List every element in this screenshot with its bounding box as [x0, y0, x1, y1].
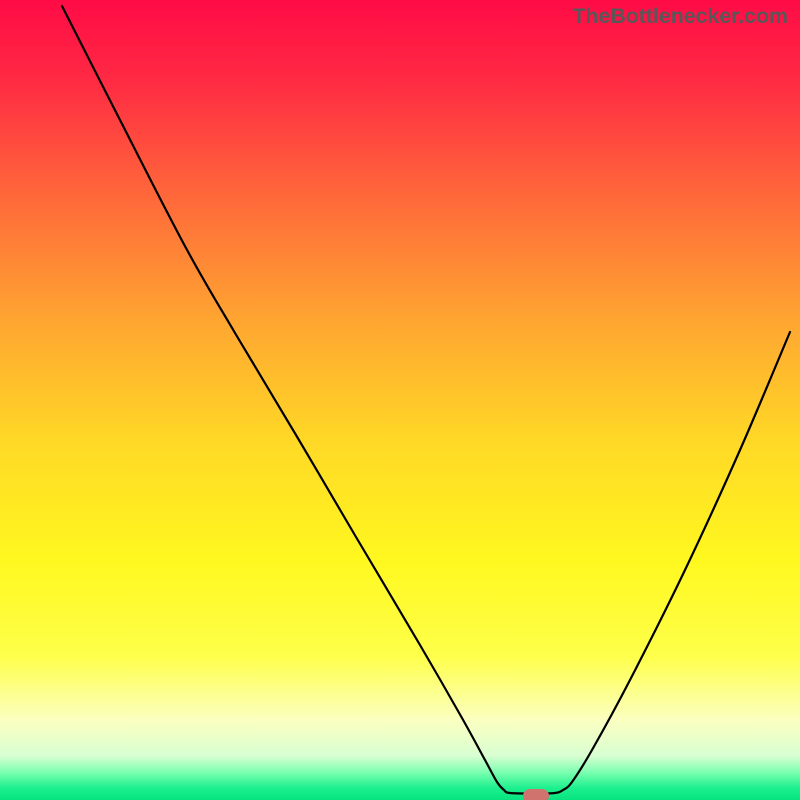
bottleneck-chart: TheBottlenecker.com — [0, 0, 800, 800]
watermark-text: TheBottlenecker.com — [572, 4, 788, 29]
optimal-point-marker — [523, 789, 549, 800]
bottleneck-curve — [0, 0, 800, 800]
